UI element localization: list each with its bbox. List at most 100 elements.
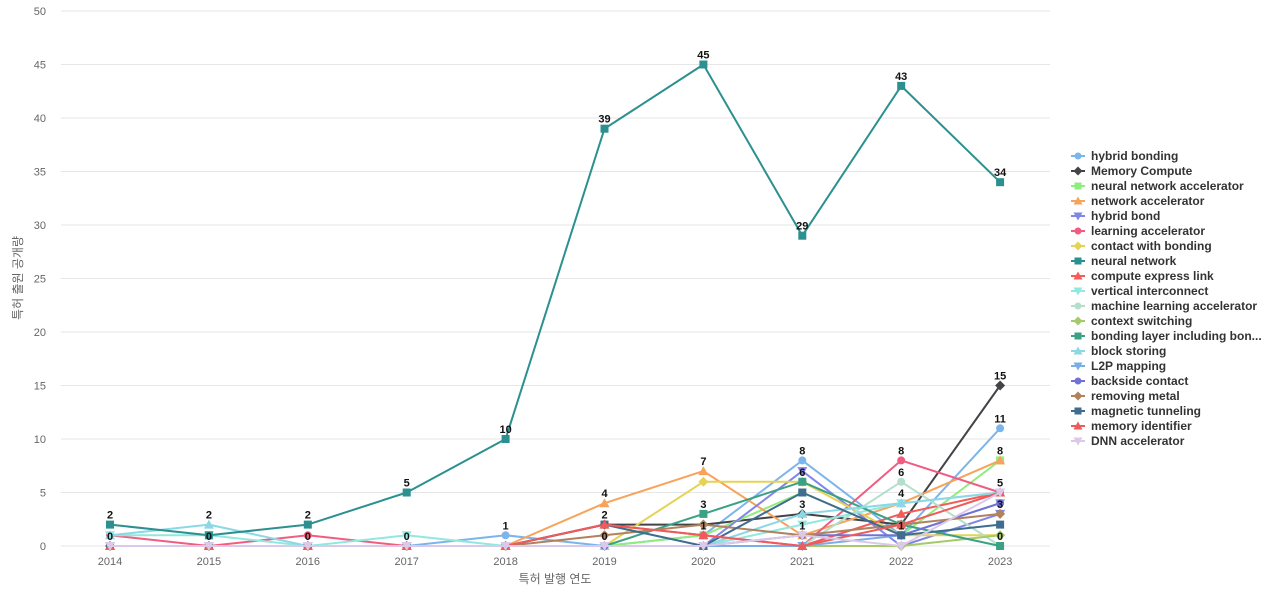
legend-item: Memory Compute: [1071, 164, 1193, 178]
data-label: 0: [601, 531, 607, 543]
data-point: [996, 178, 1005, 187]
data-point: [1073, 271, 1083, 280]
data-point: [698, 519, 709, 530]
data-point: [797, 520, 808, 530]
data-point: [1074, 152, 1082, 160]
legend-label: Memory Compute: [1091, 164, 1193, 178]
y-tick-label: 5: [40, 488, 46, 500]
data-point: [897, 477, 906, 486]
data-point: [1073, 196, 1083, 205]
data-point: [401, 542, 412, 551]
legend-item: memory identifier: [1071, 419, 1192, 433]
data-point: [1073, 212, 1083, 221]
data-point: [896, 508, 907, 518]
data-label: 10: [499, 424, 511, 436]
legend-label: contact with bonding: [1091, 239, 1212, 253]
data-label: 0: [305, 531, 311, 543]
data-point: [1073, 362, 1083, 371]
data-point: [204, 531, 213, 540]
data-labels: 2 0 2 0 2 0 5 0 10 1 39 4 2 0 45 7 3 1 29 8 6 3 1 43 8 6 4 1 34 15 11 8…: [107, 50, 1007, 544]
series-neural-network: [106, 60, 1005, 540]
legend-item: hybrid bond: [1071, 209, 1160, 223]
legend-item: context switching: [1071, 314, 1192, 328]
legend-label: vertical interconnect: [1091, 284, 1208, 298]
legend-label: neural network accelerator: [1091, 179, 1244, 193]
data-point: [798, 231, 807, 240]
data-point: [996, 520, 1005, 529]
legend-item: neural network accelerator: [1071, 179, 1244, 193]
x-tick-label: 2023: [988, 556, 1012, 568]
legend-label: removing metal: [1091, 389, 1180, 403]
legend-item: machine learning accelerator: [1071, 299, 1257, 313]
y-tick-label: 35: [34, 167, 46, 179]
data-label: 1: [799, 520, 805, 532]
data-label: 5: [404, 478, 410, 490]
data-point: [797, 508, 808, 518]
data-point: [1073, 421, 1083, 430]
data-label: 29: [796, 221, 808, 233]
data-label: 6: [799, 467, 805, 479]
data-point: [1074, 377, 1082, 385]
y-tick-label: 45: [34, 60, 46, 72]
data-point: [1073, 287, 1083, 296]
legend-label: bonding layer including bon...: [1091, 329, 1262, 343]
legend-item: bonding layer including bon...: [1071, 329, 1262, 343]
data-label: 1: [700, 520, 706, 532]
data-label: 5: [997, 478, 1003, 490]
data-point: [105, 530, 115, 540]
x-tick-label: 2014: [98, 556, 122, 568]
legend-item: learning accelerator: [1071, 224, 1205, 238]
series-line: [109, 63, 1001, 537]
data-point: [600, 124, 609, 133]
data-point: [995, 455, 1006, 465]
data-point: [599, 542, 610, 551]
data-point: [501, 531, 510, 540]
data-point: [1074, 332, 1082, 340]
gridlines: [61, 10, 1050, 547]
legend-item: contact with bonding: [1071, 239, 1212, 253]
y-tick-label: 25: [34, 274, 46, 286]
legend-label: hybrid bonding: [1091, 149, 1178, 163]
data-point: [996, 499, 1005, 508]
data-point: [996, 424, 1005, 433]
data-point: [698, 466, 709, 476]
series-dnn-accelerator: [105, 488, 1006, 551]
x-tick-label: 2022: [889, 556, 913, 568]
data-point: [1073, 241, 1083, 251]
data-point: [797, 531, 808, 541]
data-point: [699, 60, 708, 69]
legend-item: removing metal: [1071, 389, 1180, 403]
data-label: 4: [601, 488, 608, 500]
data-point: [1073, 346, 1083, 355]
y-tick-label: 30: [34, 220, 46, 232]
data-point: [303, 531, 312, 540]
x-tick-label: 2016: [296, 556, 320, 568]
series-line: [110, 491, 1001, 547]
y-tick-label: 40: [34, 113, 46, 125]
data-label: 8: [898, 445, 904, 457]
data-point: [401, 531, 412, 541]
data-label: 3: [799, 499, 805, 511]
x-axis-title: 특허 발행 연도: [519, 571, 592, 586]
data-label: 15: [994, 371, 1006, 383]
legend-item: neural network: [1071, 254, 1177, 268]
data-point: [1074, 302, 1082, 310]
data-label: 2: [107, 510, 113, 522]
data-point: [798, 488, 807, 497]
x-axis: 2014 2015 2016 2017 2018 2019 2020 2021 2022 2023: [98, 556, 1013, 568]
data-point: [798, 456, 807, 465]
data-point: [995, 530, 1006, 541]
data-point: [896, 519, 907, 529]
x-tick-label: 2015: [197, 556, 221, 568]
series-line: [110, 384, 1001, 547]
y-tick-label: 20: [34, 327, 46, 339]
data-label: 3: [997, 499, 1003, 511]
legend-label: compute express link: [1091, 269, 1214, 283]
data-point: [203, 519, 214, 529]
legend-label: neural network: [1091, 254, 1177, 268]
data-point: [1073, 391, 1083, 401]
legend-label: memory identifier: [1091, 419, 1192, 433]
data-point: [698, 542, 709, 551]
data-label: 2: [206, 510, 212, 522]
